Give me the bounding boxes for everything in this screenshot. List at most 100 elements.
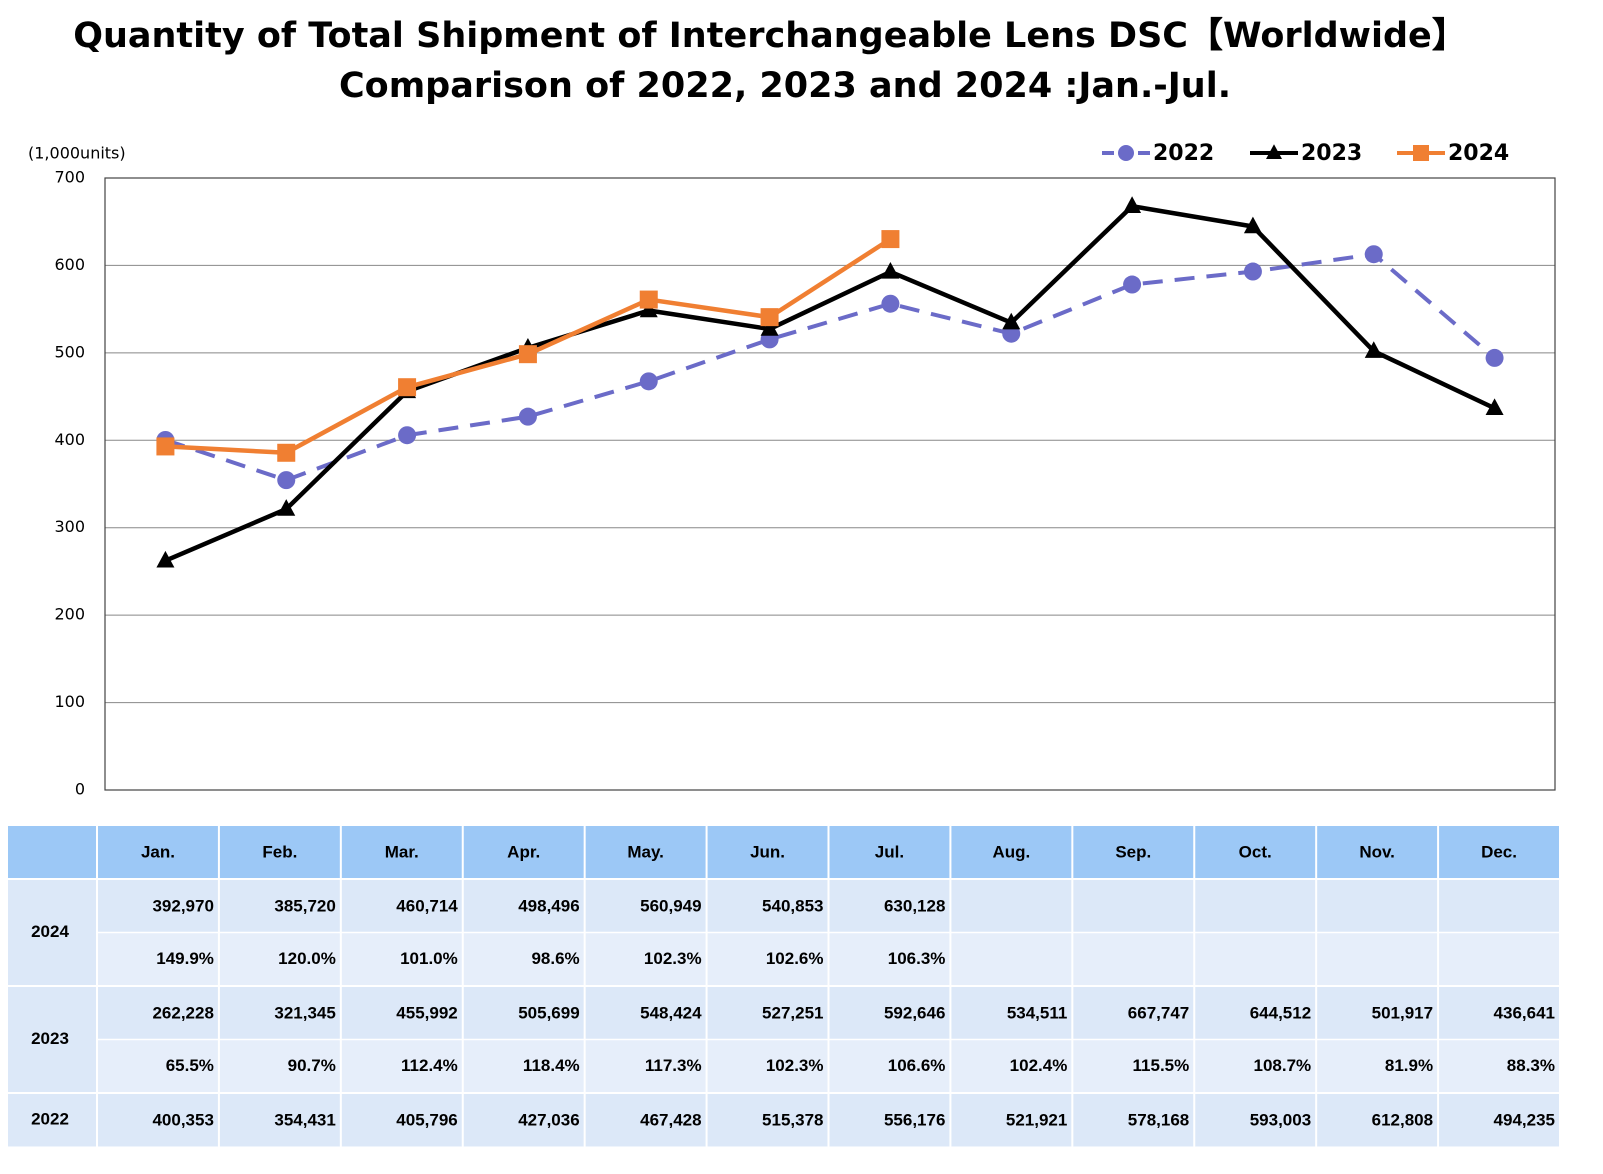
- marker: [1123, 275, 1142, 294]
- table-cell: 321,345: [274, 1003, 335, 1022]
- table-cell: 102.3%: [766, 1056, 824, 1075]
- plot-frame: [104, 177, 1556, 791]
- table-header-bg: [8, 826, 1560, 878]
- table-header: May.: [627, 842, 664, 861]
- table-cell: 120.0%: [278, 949, 336, 968]
- table-cell: 400,353: [152, 1110, 213, 1129]
- marker: [639, 290, 658, 309]
- y-tick-label: 500: [54, 342, 85, 361]
- series-line: [164, 203, 1496, 563]
- table-cell: 592,646: [884, 1003, 945, 1022]
- marker: [156, 437, 175, 456]
- marker: [881, 294, 900, 313]
- table-cell: 460,714: [396, 896, 458, 915]
- legend-label: 2024: [1448, 141, 1509, 166]
- table-cell: 115.5%: [1133, 1056, 1190, 1075]
- marker: [398, 378, 417, 397]
- table-header: Oct.: [1239, 842, 1272, 861]
- table-cell: 644,512: [1250, 1003, 1311, 1022]
- table-cell: 612,808: [1372, 1110, 1433, 1129]
- table-cell: 521,921: [1006, 1110, 1067, 1129]
- table-cell: 102.3%: [644, 949, 702, 968]
- y-tick-label: 200: [54, 605, 85, 624]
- marker: [518, 345, 537, 364]
- marker: [156, 550, 175, 568]
- table-row-label: 2022: [31, 1110, 69, 1129]
- table-cell: 149.9%: [156, 949, 214, 968]
- table-cell: 505,699: [518, 1003, 579, 1022]
- table-header: Aug.: [992, 842, 1030, 861]
- table-cell: 494,235: [1494, 1110, 1555, 1129]
- table-cell: 498,496: [518, 896, 579, 915]
- table-cell: 81.9%: [1385, 1056, 1433, 1075]
- marker: [1413, 145, 1429, 161]
- table-header: Sep.: [1115, 842, 1151, 861]
- table-header: Mar.: [385, 842, 419, 861]
- table-cell: 108.7%: [1253, 1056, 1311, 1075]
- table-cell: 501,917: [1372, 1003, 1433, 1022]
- marker: [398, 426, 417, 445]
- table-cell: 354,431: [274, 1110, 335, 1129]
- table-cell: 556,176: [884, 1110, 945, 1129]
- table-cell: 436,641: [1494, 1003, 1555, 1022]
- table-header: Jul.: [875, 842, 904, 861]
- marker: [639, 300, 658, 318]
- table-label-bg: [8, 1094, 97, 1147]
- table-cell: 98.6%: [531, 949, 579, 968]
- table-label-bg: [8, 987, 97, 1092]
- table-cell: 118.4%: [523, 1056, 580, 1075]
- table-cell: 262,228: [152, 1003, 213, 1022]
- table-cell: 578,168: [1128, 1110, 1189, 1129]
- table-cell: 455,992: [396, 1003, 457, 1022]
- legend-label: 2022: [1153, 141, 1214, 166]
- marker: [277, 499, 296, 516]
- marker: [1123, 196, 1142, 213]
- table-cell: 427,036: [518, 1110, 579, 1129]
- series-line: [164, 252, 1496, 483]
- marker: [277, 471, 296, 490]
- table-cell: 593,003: [1250, 1110, 1311, 1129]
- table-row-bg: [8, 932, 1560, 985]
- table-header: Apr.: [507, 842, 540, 861]
- table-cell: 106.3%: [888, 949, 946, 968]
- y-tick-label: 300: [54, 517, 85, 536]
- table-cell: 65.5%: [166, 1056, 214, 1075]
- table-header: Feb.: [262, 842, 297, 861]
- chart-title: Quantity of Total Shipment of Interchang…: [73, 16, 1467, 56]
- marker: [1243, 216, 1262, 234]
- marker: [639, 372, 658, 391]
- table-cell: 667,747: [1128, 1003, 1189, 1022]
- table-cell: 467,428: [640, 1110, 701, 1129]
- marker: [881, 261, 900, 279]
- table-row-bg: [8, 987, 1560, 1040]
- table-row-label: 2023: [31, 1029, 69, 1048]
- y-tick-label: 600: [54, 255, 85, 274]
- y-tick-label: 0: [75, 780, 85, 799]
- table-cell: 560,949: [640, 896, 701, 915]
- marker: [881, 230, 900, 249]
- table-cell: 90.7%: [288, 1056, 336, 1075]
- table-cell: 405,796: [396, 1110, 457, 1129]
- marker: [1266, 144, 1282, 159]
- table-cell: 112.4%: [401, 1056, 458, 1075]
- table-row-bg: [8, 1094, 1560, 1147]
- marker: [1364, 341, 1383, 358]
- table-cell: 515,378: [762, 1110, 823, 1129]
- table-cell: 117.3%: [645, 1056, 702, 1075]
- table-row-label: 2024: [31, 922, 69, 941]
- table-cell: 392,970: [152, 896, 213, 915]
- marker: [760, 319, 779, 336]
- y-tick-label: 700: [54, 168, 85, 187]
- y-tick-label: 100: [54, 692, 85, 711]
- table-label-bg: [8, 880, 97, 985]
- table-header: Nov.: [1359, 842, 1395, 861]
- table-cell: 102.4%: [1010, 1056, 1068, 1075]
- table-header: Dec.: [1481, 842, 1517, 861]
- table-cell: 534,511: [1007, 1003, 1068, 1022]
- table-cell: 101.0%: [400, 949, 458, 968]
- marker: [518, 407, 537, 426]
- marker: [1364, 245, 1383, 264]
- table-cell: 540,853: [762, 896, 823, 915]
- table-cell: 88.3%: [1507, 1056, 1555, 1075]
